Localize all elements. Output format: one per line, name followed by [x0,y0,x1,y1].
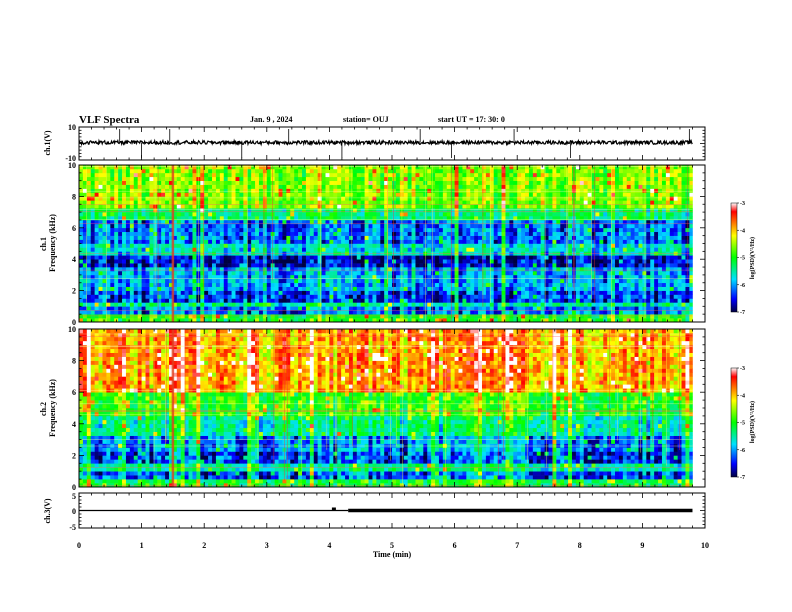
ch3-trace-blip [331,507,336,510]
ch3-ytick-bottom: -5 [69,523,76,532]
ch2-colorbar-tick-label: -4 [740,393,745,399]
ch3-ytick-top: 5 [72,492,76,501]
ch2-colorbar-ticks: -3 -4 -5 -6 -7 [737,366,745,481]
ch1-spectrogram-ytick-label: 2 [72,287,76,296]
ch2-spectrogram-panel: 0 2 4 6 8 10 ch.2 Frequency (kHz) [39,325,706,492]
ch1-spectrogram-panel: 0 2 4 6 8 10 ch.1 Frequency (kHz) [39,161,706,327]
ch2-ylabel-frequency: Frequency (kHz) [48,379,57,437]
ch3-waveform-ticks [78,492,706,529]
ch2-spectrogram-tick-labels: 0 2 4 6 8 10 [68,325,76,492]
ch1-colorbar: -3 -4 -5 -6 -7 log(PSD)(V²/Hz) [730,201,756,316]
ch3-waveform-trace [79,507,693,513]
ch2-spectrogram-ytick-label: 8 [72,357,76,366]
time-axis-tick-label: 6 [453,541,457,550]
time-axis-tick-label: 0 [77,541,81,550]
ch1-colorbar-label: log(PSD)(V²/Hz) [749,237,756,279]
ch2-spectrogram-ytick-label: 2 [72,451,76,460]
ch2-colorbar-tick-label: -3 [740,366,745,372]
ch2-spectrogram-ytick-label: 0 [72,483,76,492]
figure-title: VLF Spectra [79,114,140,126]
ch1-waveform-panel: 10 -10 ch.1(V) [43,123,706,163]
time-axis-tick-label: 3 [265,541,269,550]
start-time-label: start UT = 17: 30: 0 [438,115,505,124]
time-axis-label: Time (min) [373,550,412,559]
ch1-ytick-bottom: -10 [65,154,76,163]
ch1-waveform-ylabel: ch.1(V) [43,130,52,155]
ch2-ylabel-channel: ch.2 [39,402,48,416]
ch3-waveform-ylabel: ch.3(V) [43,498,52,523]
ch2-colorbar-scale [730,367,738,478]
ch2-spectrogram-ytick-label: 6 [72,388,76,397]
time-axis-tick-label: 1 [140,541,144,550]
ch2-colorbar-tick-label: -6 [740,448,745,454]
ch1-waveform-ticks [78,126,706,161]
station-label: station= OUJ [343,115,389,124]
time-axis-tick-label: 10 [701,541,709,550]
ch2-colorbar: -3 -4 -5 -6 -7 log(PSD)(V²/Hz) [730,366,756,481]
ch2-spectrogram-ytick-label: 4 [72,420,76,429]
ch2-spectrogram-ticks [78,328,706,488]
time-axis-tick-label: 8 [578,541,582,550]
ch3-waveform-panel: 5 0 -5 ch.3(V) 0 1 2 3 4 5 6 7 8 9 10 Time (min) [43,492,709,559]
ch1-ytick-top: 10 [68,123,76,132]
ch1-spectrogram-ytick-label: 4 [72,255,76,264]
ch1-colorbar-scale [730,202,738,313]
time-axis-tick-label: 7 [515,541,519,550]
ch1-spectrogram-ytick-label: 10 [68,161,76,170]
ch2-spectrogram-ylabel: ch.2 Frequency (kHz) [39,379,57,437]
ch1-spectrogram-ylabel: ch.1 Frequency (kHz) [39,214,57,272]
ch3-ytick-mid: 0 [72,507,76,516]
date-label: Jan. 9 , 2024 [250,115,292,124]
ch2-spectrogram-image [79,328,693,488]
ch1-colorbar-tick-label: -7 [740,310,745,316]
ch1-spectrogram-tick-labels: 0 2 4 6 8 10 [68,161,76,327]
ch1-ylabel-channel: ch.1 [39,237,48,251]
ch1-spectrogram-ytick-label: 8 [72,192,76,201]
ch1-colorbar-tick-label: -4 [740,228,745,234]
ch2-spectrogram-ytick-label: 10 [68,325,76,334]
ch1-colorbar-tick-label: -3 [740,201,745,207]
time-axis-tick-label: 4 [327,541,331,550]
ch1-spectrogram-ticks [78,164,706,323]
time-axis-tick-label: 2 [202,541,206,550]
ch2-colorbar-tick-label: -7 [740,475,745,481]
ch1-spectrogram-image [79,165,693,323]
ch1-colorbar-tick-label: -6 [740,283,745,289]
ch1-colorbar-tick-label: -5 [740,256,745,262]
ch1-colorbar-ticks: -3 -4 -5 -6 -7 [737,201,745,316]
time-axis-tick-label: 9 [640,541,644,550]
ch1-ylabel-frequency: Frequency (kHz) [48,214,57,272]
ch2-colorbar-label: log(PSD)(V²/Hz) [749,401,756,443]
time-axis-tick-labels: 0 1 2 3 4 5 6 7 8 9 10 [77,541,709,550]
ch1-spectrogram-ytick-label: 6 [72,224,76,233]
ch1-spectrogram-ytick-label: 0 [72,318,76,327]
time-axis-tick-label: 5 [390,541,394,550]
ch2-colorbar-tick-label: -5 [740,421,745,427]
ch1-waveform-trace [78,129,693,158]
